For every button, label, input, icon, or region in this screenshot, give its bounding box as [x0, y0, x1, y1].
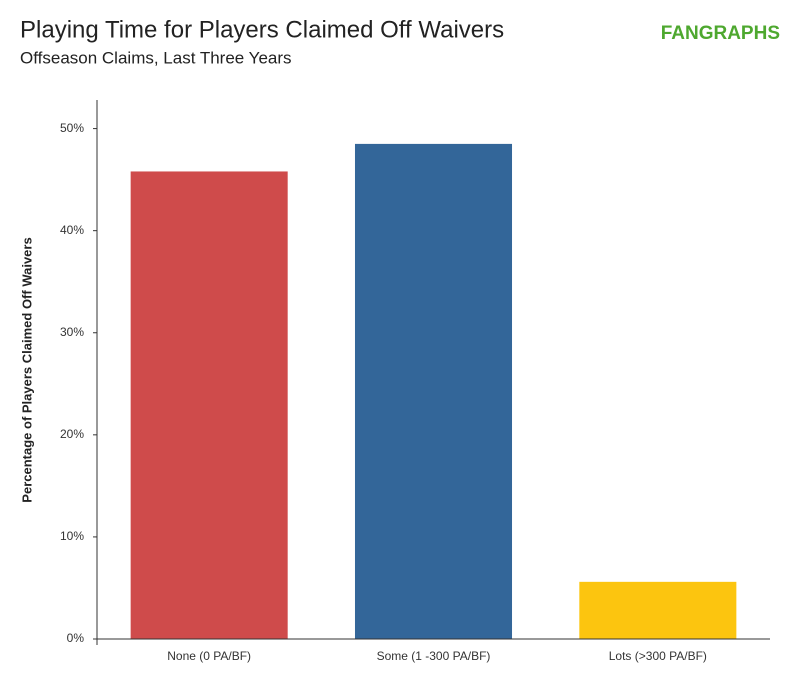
- y-tick-label: 40%: [60, 223, 84, 237]
- chart-subtitle: Offseason Claims, Last Three Years: [20, 48, 292, 67]
- bar: [354, 143, 513, 640]
- logo: FANGRAPHS: [661, 23, 780, 44]
- x-tick-label: None (0 PA/BF): [167, 649, 251, 663]
- x-tick-label: Lots (>300 PA/BF): [609, 649, 707, 663]
- bar: [579, 581, 737, 639]
- y-tick-label: 20%: [60, 427, 84, 441]
- x-tick-label: Some (1 -300 PA/BF): [377, 649, 491, 663]
- chart-title: Playing Time for Players Claimed Off Wai…: [20, 16, 504, 43]
- y-axis-label: Percentage of Players Claimed Off Waiver…: [19, 237, 34, 502]
- y-tick-label: 10%: [60, 529, 84, 543]
- bar: [130, 171, 288, 640]
- y-tick-label: 0%: [67, 631, 85, 645]
- y-tick-label: 50%: [60, 121, 84, 135]
- y-tick-label: 30%: [60, 325, 84, 339]
